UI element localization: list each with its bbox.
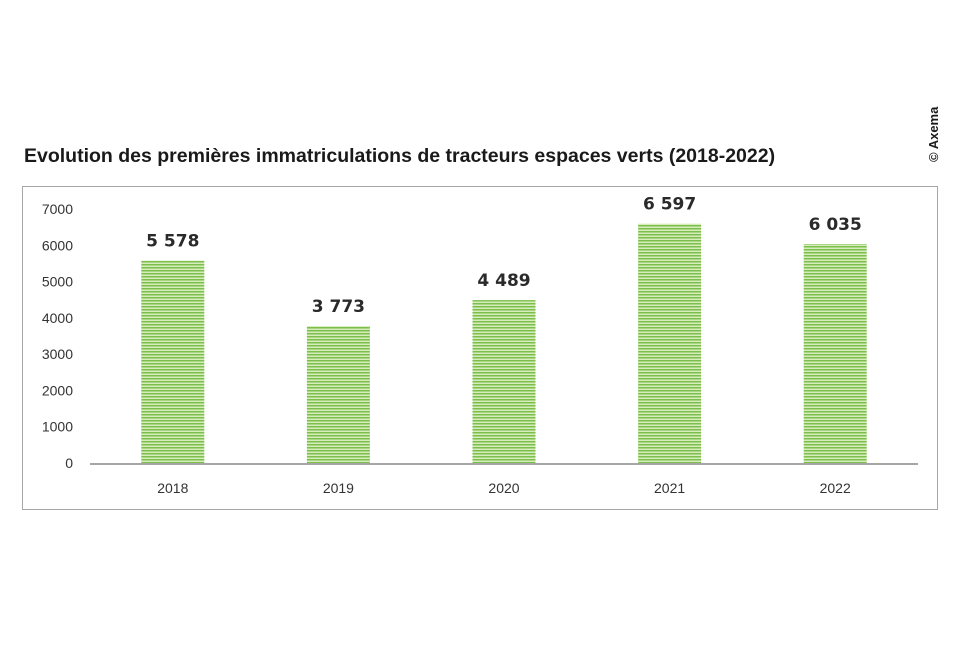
y-tick-label: 6000 — [42, 237, 73, 253]
bar-2021 — [638, 223, 702, 463]
data-label-2018: 5 578 — [146, 232, 199, 252]
bar-2019 — [306, 326, 370, 463]
y-axis-ticks: 0 1000 2000 3000 4000 5000 6000 7000 — [42, 201, 73, 471]
data-label-2020: 4 489 — [477, 271, 530, 291]
chart-title: Evolution des premières immatriculations… — [24, 145, 776, 167]
bar-2022 — [803, 244, 867, 463]
y-tick-label: 7000 — [42, 201, 73, 217]
data-label-2022: 6 035 — [809, 215, 862, 235]
data-label-2021: 6 597 — [643, 195, 696, 215]
y-tick-label: 3000 — [42, 346, 73, 362]
y-tick-label: 1000 — [42, 419, 73, 435]
x-tick-label: 2020 — [488, 480, 519, 496]
x-tick-label: 2022 — [820, 480, 851, 496]
bars — [141, 223, 867, 463]
y-tick-label: 4000 — [42, 310, 73, 326]
x-tick-label: 2018 — [157, 480, 188, 496]
chart-frame — [22, 186, 938, 510]
data-labels: 5 578 3 773 4 489 6 597 6 035 — [146, 195, 862, 317]
data-label-2019: 3 773 — [312, 297, 365, 317]
x-axis-ticks: 2018 2019 2020 2021 2022 — [157, 480, 851, 496]
bar-2020 — [472, 300, 536, 463]
x-tick-label: 2019 — [323, 480, 354, 496]
bar-2018 — [141, 260, 205, 463]
y-tick-label: 0 — [65, 455, 73, 471]
y-tick-label: 2000 — [42, 382, 73, 398]
y-tick-label: 5000 — [42, 274, 73, 290]
x-tick-label: 2021 — [654, 480, 685, 496]
